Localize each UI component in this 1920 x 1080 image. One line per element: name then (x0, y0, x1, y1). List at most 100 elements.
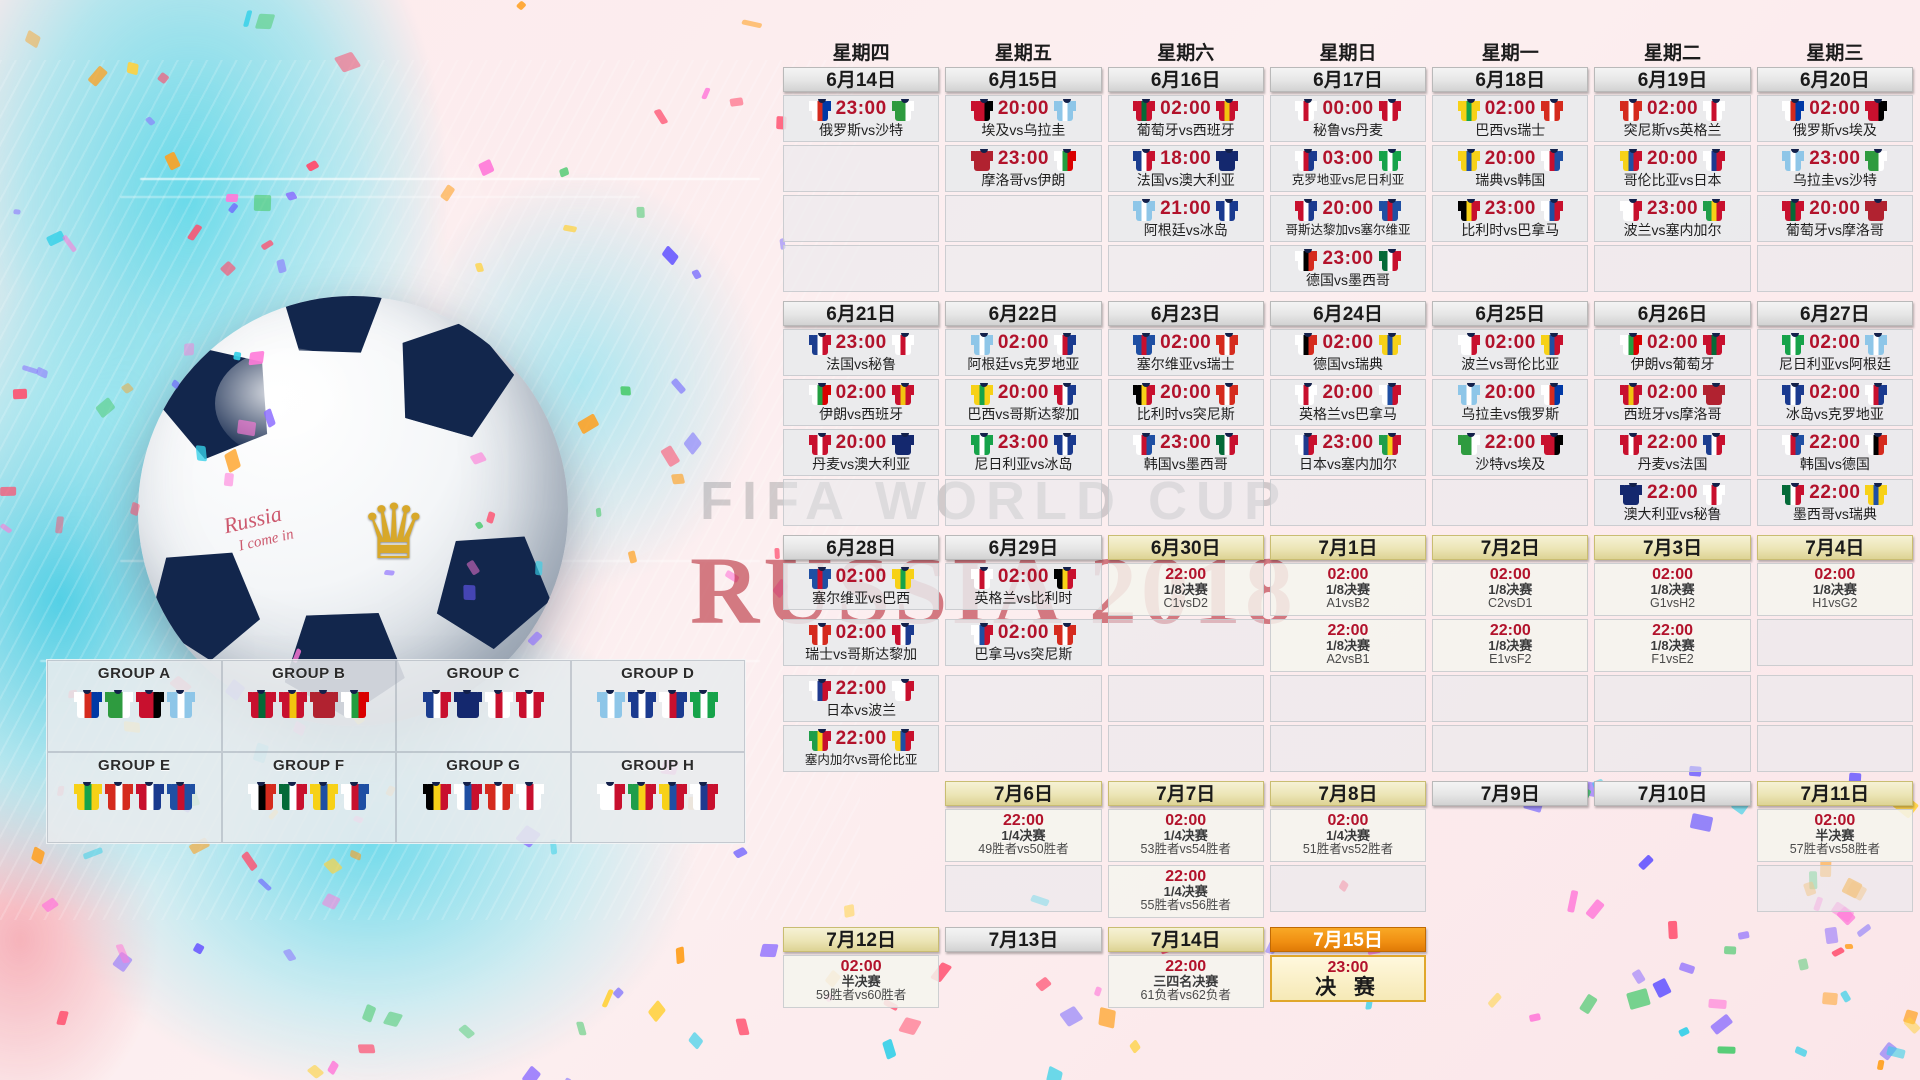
match-cell[interactable]: 23:00 德国vs墨西哥 (1269, 245, 1427, 292)
group-cell-group-e[interactable]: GROUP E (47, 751, 222, 843)
match-cell[interactable]: 23:00 乌拉圭vs沙特 (1756, 145, 1913, 192)
match-cell[interactable]: 20:00 哥伦比亚vs日本 (1594, 145, 1751, 192)
match-cell[interactable]: 23:00 波兰vs塞内加尔 (1594, 195, 1751, 242)
date-chip-6月30日[interactable]: 6月30日 (1107, 535, 1264, 560)
match-cell[interactable]: 02:00 尼日利亚vs阿根廷 (1756, 329, 1913, 376)
date-chip-6月23日[interactable]: 6月23日 (1107, 301, 1264, 326)
match-cell[interactable]: 02:00 突尼斯vs英格兰 (1594, 95, 1751, 142)
knockout-match-cell[interactable]: 22:00 1/8决赛 C1vsD2 (1107, 563, 1264, 616)
match-cell[interactable]: 02:00 瑞士vs哥斯达黎加 (783, 619, 940, 666)
match-cell[interactable]: 20:00 埃及vs乌拉圭 (945, 95, 1102, 142)
match-cell[interactable]: 23:00 韩国vs墨西哥 (1107, 429, 1264, 476)
date-chip-6月16日[interactable]: 6月16日 (1107, 67, 1264, 92)
match-cell[interactable]: 20:00 巴西vs哥斯达黎加 (945, 379, 1102, 426)
knockout-match-cell[interactable]: 02:00 1/8决赛 C2vsD1 (1432, 563, 1589, 616)
match-cell[interactable]: 23:00 日本vs塞内加尔 (1269, 429, 1427, 476)
date-chip-7月9日[interactable]: 7月9日 (1432, 781, 1589, 806)
knockout-match-cell[interactable]: 02:00 1/8决赛 G1vsH2 (1594, 563, 1751, 616)
date-chip-7月11日[interactable]: 7月11日 (1756, 781, 1913, 806)
date-chip-7月3日[interactable]: 7月3日 (1594, 535, 1751, 560)
date-chip-7月15日[interactable]: 7月15日 (1269, 927, 1427, 952)
knockout-match-cell[interactable]: 02:00 1/8决赛 H1vsG2 (1756, 563, 1913, 616)
knockout-match-cell[interactable]: 02:00 1/4决赛 53胜者vs54胜者 (1107, 809, 1264, 862)
date-chip-6月24日[interactable]: 6月24日 (1269, 301, 1427, 326)
date-chip-7月1日[interactable]: 7月1日 (1269, 535, 1427, 560)
date-chip-7月2日[interactable]: 7月2日 (1432, 535, 1589, 560)
knockout-match-cell[interactable]: 22:00 1/8决赛 F1vsE2 (1594, 619, 1751, 672)
date-chip-6月22日[interactable]: 6月22日 (945, 301, 1102, 326)
knockout-match-cell[interactable]: 02:00 半决赛 57胜者vs58胜者 (1756, 809, 1913, 862)
match-cell[interactable]: 21:00 阿根廷vs冰岛 (1107, 195, 1264, 242)
date-chip-7月10日[interactable]: 7月10日 (1594, 781, 1751, 806)
date-chip-6月17日[interactable]: 6月17日 (1269, 67, 1427, 92)
match-cell[interactable]: 02:00 英格兰vs比利时 (945, 563, 1102, 610)
match-cell[interactable]: 20:00 乌拉圭vs俄罗斯 (1432, 379, 1589, 426)
date-chip-6月19日[interactable]: 6月19日 (1594, 67, 1751, 92)
group-cell-group-c[interactable]: GROUP C (396, 660, 571, 752)
match-cell[interactable]: 02:00 塞尔维亚vs瑞士 (1107, 329, 1264, 376)
match-cell[interactable]: 02:00 巴西vs瑞士 (1432, 95, 1589, 142)
match-cell[interactable]: 02:00 波兰vs哥伦比亚 (1432, 329, 1589, 376)
date-chip-6月25日[interactable]: 6月25日 (1432, 301, 1589, 326)
match-cell[interactable]: 02:00 俄罗斯vs埃及 (1756, 95, 1913, 142)
date-chip-6月21日[interactable]: 6月21日 (783, 301, 940, 326)
match-cell[interactable]: 22:00 墨西哥vs瑞典 (1756, 479, 1913, 526)
match-cell[interactable]: 20:00 比利时vs突尼斯 (1107, 379, 1264, 426)
group-cell-group-g[interactable]: GROUP G (396, 751, 571, 843)
match-cell[interactable]: 20:00 瑞典vs韩国 (1432, 145, 1589, 192)
final-match-cell[interactable]: 23:00 决 赛 (1269, 955, 1427, 1002)
match-cell[interactable]: 22:00 沙特vs埃及 (1432, 429, 1589, 476)
date-chip-6月29日[interactable]: 6月29日 (945, 535, 1102, 560)
match-cell[interactable]: 02:00 巴拿马vs突尼斯 (945, 619, 1102, 666)
match-cell[interactable]: 22:00 塞内加尔vs哥伦比亚 (783, 725, 940, 772)
match-cell[interactable]: 23:00 法国vs秘鲁 (783, 329, 940, 376)
date-chip-7月13日[interactable]: 7月13日 (945, 927, 1102, 952)
match-cell[interactable]: 23:00 摩洛哥vs伊朗 (945, 145, 1102, 192)
match-cell[interactable]: 20:00 丹麦vs澳大利亚 (783, 429, 940, 476)
group-cell-group-a[interactable]: GROUP A (47, 660, 222, 752)
date-chip-7月6日[interactable]: 7月6日 (945, 781, 1102, 806)
group-cell-group-d[interactable]: GROUP D (570, 660, 745, 752)
date-chip-6月15日[interactable]: 6月15日 (945, 67, 1102, 92)
match-cell[interactable]: 00:00 秘鲁vs丹麦 (1269, 95, 1427, 142)
match-cell[interactable]: 20:00 英格兰vs巴拿马 (1269, 379, 1427, 426)
match-cell[interactable]: 02:00 伊朗vs葡萄牙 (1594, 329, 1751, 376)
date-chip-6月28日[interactable]: 6月28日 (783, 535, 940, 560)
date-chip-7月7日[interactable]: 7月7日 (1107, 781, 1264, 806)
date-chip-7月14日[interactable]: 7月14日 (1107, 927, 1264, 952)
date-chip-6月14日[interactable]: 6月14日 (783, 67, 940, 92)
date-chip-6月26日[interactable]: 6月26日 (1594, 301, 1751, 326)
match-cell[interactable]: 22:00 丹麦vs法国 (1594, 429, 1751, 476)
group-cell-group-b[interactable]: GROUP B (221, 660, 396, 752)
match-cell[interactable]: 03:00 克罗地亚vs尼日利亚 (1269, 145, 1427, 192)
date-chip-6月18日[interactable]: 6月18日 (1432, 67, 1589, 92)
knockout-match-cell[interactable]: 22:00 1/4决赛 55胜者vs56胜者 (1107, 865, 1264, 918)
knockout-match-cell[interactable]: 02:00 1/8决赛 A1vsB2 (1269, 563, 1427, 616)
match-cell[interactable]: 02:00 葡萄牙vs西班牙 (1107, 95, 1264, 142)
match-cell[interactable]: 02:00 冰岛vs克罗地亚 (1756, 379, 1913, 426)
match-cell[interactable]: 02:00 西班牙vs摩洛哥 (1594, 379, 1751, 426)
group-cell-group-h[interactable]: GROUP H (570, 751, 745, 843)
match-cell[interactable]: 22:00 澳大利亚vs秘鲁 (1594, 479, 1751, 526)
date-chip-7月4日[interactable]: 7月4日 (1756, 535, 1913, 560)
match-cell[interactable]: 22:00 韩国vs德国 (1756, 429, 1913, 476)
date-chip-7月8日[interactable]: 7月8日 (1269, 781, 1427, 806)
match-cell[interactable]: 23:00 尼日利亚vs冰岛 (945, 429, 1102, 476)
match-cell[interactable]: 02:00 伊朗vs西班牙 (783, 379, 940, 426)
knockout-match-cell[interactable]: 22:00 三四名决赛 61负者vs62负者 (1107, 955, 1264, 1008)
match-cell[interactable]: 02:00 阿根廷vs克罗地亚 (945, 329, 1102, 376)
match-cell[interactable]: 23:00 俄罗斯vs沙特 (783, 95, 940, 142)
match-cell[interactable]: 02:00 德国vs瑞典 (1269, 329, 1427, 376)
knockout-match-cell[interactable]: 02:00 1/4决赛 51胜者vs52胜者 (1269, 809, 1427, 862)
group-cell-group-f[interactable]: GROUP F (221, 751, 396, 843)
match-cell[interactable]: 02:00 塞尔维亚vs巴西 (783, 563, 940, 610)
match-cell[interactable]: 23:00 比利时vs巴拿马 (1432, 195, 1589, 242)
date-chip-6月27日[interactable]: 6月27日 (1756, 301, 1913, 326)
date-chip-7月12日[interactable]: 7月12日 (783, 927, 940, 952)
match-cell[interactable]: 22:00 日本vs波兰 (783, 675, 940, 722)
knockout-match-cell[interactable]: 22:00 1/8决赛 A2vsB1 (1269, 619, 1427, 672)
knockout-match-cell[interactable]: 02:00 半决赛 59胜者vs60胜者 (783, 955, 940, 1008)
knockout-match-cell[interactable]: 22:00 1/4决赛 49胜者vs50胜者 (945, 809, 1102, 862)
match-cell[interactable]: 20:00 葡萄牙vs摩洛哥 (1756, 195, 1913, 242)
match-cell[interactable]: 18:00 法国vs澳大利亚 (1107, 145, 1264, 192)
